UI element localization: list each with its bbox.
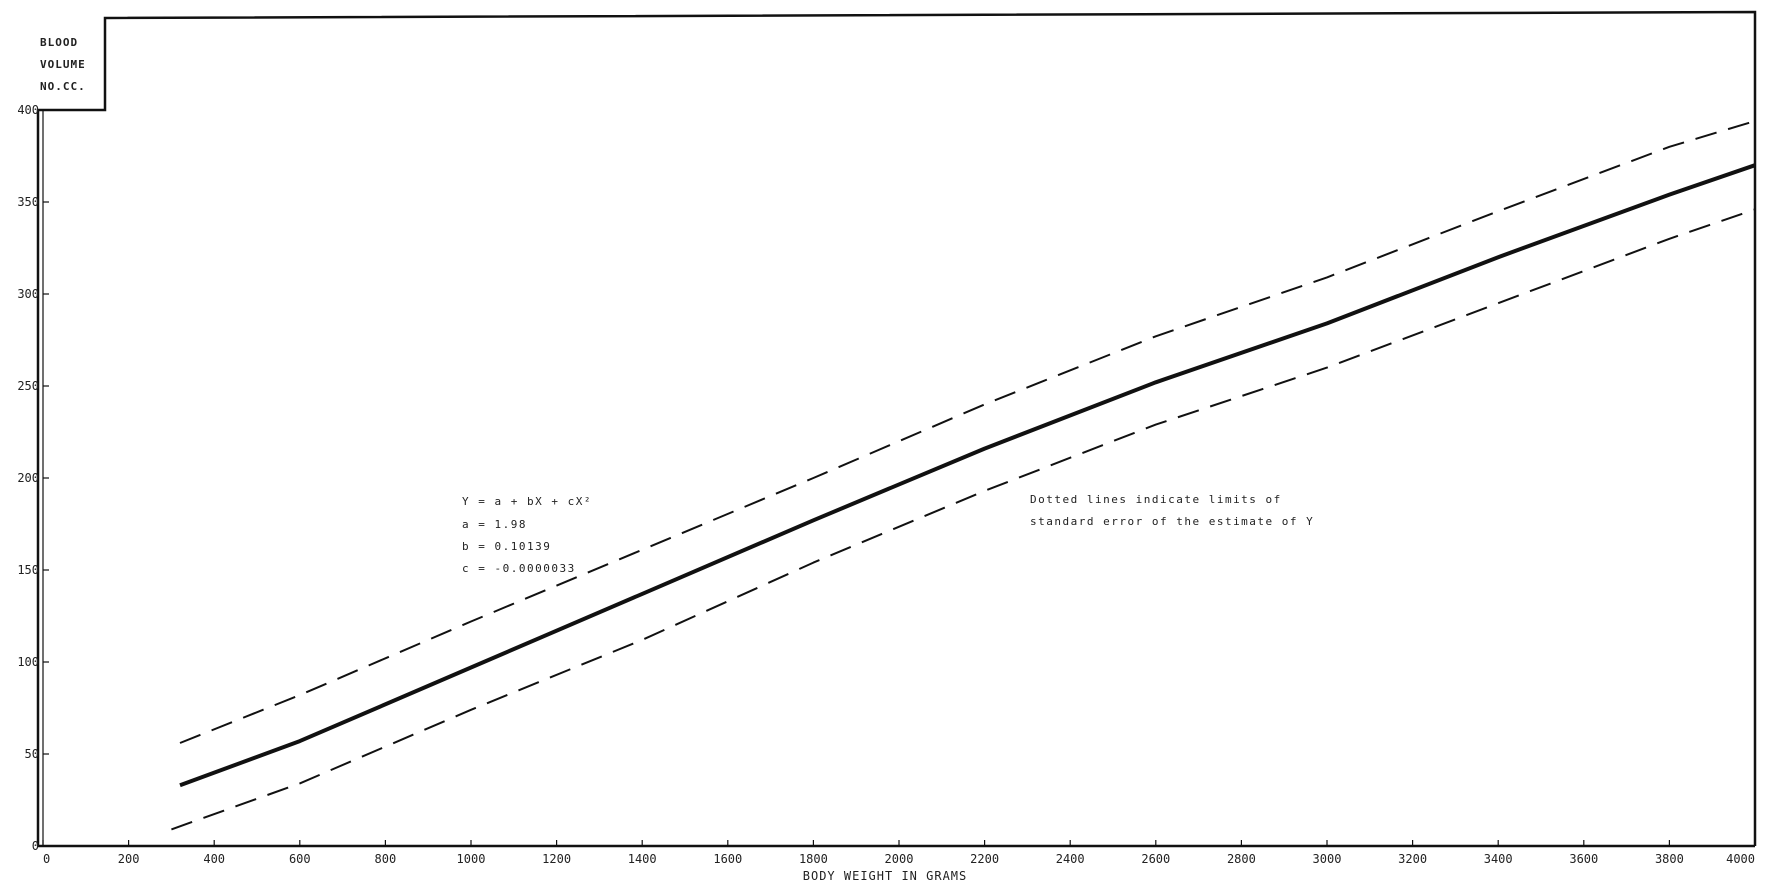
ticks-layer: 0 200 400 600 800 1000 1200 1400 1600 1800 2000 220… — [17, 103, 1756, 866]
x-tick-label: 1800 — [799, 852, 828, 866]
x-tick-label: 3800 — [1655, 852, 1684, 866]
note-line-2: standard error of the estimate of Y — [1030, 515, 1314, 528]
legend-note: Dotted lines indicate limits of standard… — [1030, 493, 1314, 528]
x-tick-label: 3200 — [1398, 852, 1427, 866]
x-tick-label: 400 — [203, 852, 225, 866]
y-tick-label: 0 — [32, 839, 39, 853]
x-tick-label: 1000 — [457, 852, 486, 866]
y-tick-label: 200 — [17, 471, 39, 485]
y-tick-label: 300 — [17, 287, 39, 301]
equation-annotation: Y = a + bX + cX² a = 1.98 b = 0.10139 c … — [462, 495, 592, 575]
y-label-line-1: BLOOD — [40, 36, 78, 49]
note-line-1: Dotted lines indicate limits of — [1030, 493, 1282, 506]
y-tick-label: 100 — [17, 655, 39, 669]
equation-line-2: a = 1.98 — [462, 518, 527, 531]
x-tick-label: 0 — [43, 852, 50, 866]
x-tick-label: 1400 — [628, 852, 657, 866]
x-tick-label: 1600 — [713, 852, 742, 866]
x-tick-label: 2600 — [1141, 852, 1170, 866]
equation-line-3: b = 0.10139 — [462, 540, 551, 553]
x-tick-label: 2000 — [885, 852, 914, 866]
x-tick-label: 2200 — [970, 852, 999, 866]
equation-line-1: Y = a + bX + cX² — [462, 495, 592, 508]
chart-frame — [36, 10, 1757, 846]
upper-error-limit-line — [179, 120, 1756, 744]
y-tick-label: 350 — [17, 195, 39, 209]
y-tick-label: 250 — [17, 379, 39, 393]
y-axis-label: BLOOD VOLUME NO.CC. — [40, 36, 86, 93]
equation-line-4: c = -0.0000033 — [462, 562, 576, 575]
x-tick-label: 3600 — [1569, 852, 1598, 866]
x-tick-label: 200 — [118, 852, 140, 866]
x-tick-label: 2400 — [1056, 852, 1085, 866]
regression-line — [179, 163, 1756, 788]
x-tick-label: 1200 — [542, 852, 571, 866]
x-tick-label: 3000 — [1313, 852, 1342, 866]
lower-error-limit-line — [171, 208, 1756, 831]
x-tick-label: 600 — [289, 852, 311, 866]
x-tick-label: 3400 — [1484, 852, 1513, 866]
y-tick-label: 150 — [17, 563, 39, 577]
x-tick-label: 800 — [375, 852, 397, 866]
y-tick-label: 400 — [17, 103, 39, 117]
series-layer — [171, 120, 1756, 831]
x-axis-title: BODY WEIGHT IN GRAMS — [803, 869, 968, 883]
x-tick-label: 4000 — [1726, 852, 1755, 866]
x-tick-label: 2800 — [1227, 852, 1256, 866]
y-label-line-3: NO.CC. — [40, 80, 86, 93]
y-label-line-2: VOLUME — [40, 58, 86, 71]
y-tick-label: 50 — [25, 747, 39, 761]
